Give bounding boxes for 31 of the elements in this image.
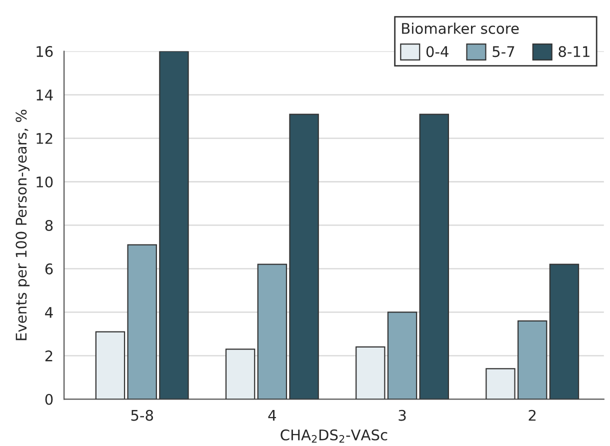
legend-label: 8-11: [558, 46, 590, 58]
bar: [127, 244, 157, 400]
bar: [159, 51, 189, 400]
y-tick-label: 2: [45, 350, 52, 362]
bar: [517, 320, 548, 400]
bar: [257, 264, 288, 400]
y-axis-title: Events per 100 Person-years, %: [16, 110, 30, 340]
y-tick-label: 16: [36, 46, 53, 58]
legend-title: Biomarker score: [402, 22, 519, 34]
bar: [486, 368, 516, 400]
bar: [356, 346, 386, 400]
y-tick-label: 0: [45, 394, 53, 405]
y-tick-label: 12: [36, 132, 52, 144]
bar: [95, 331, 126, 400]
y-tick-label: 14: [36, 90, 53, 100]
bar: [387, 312, 418, 400]
y-tick-label: 10: [36, 176, 53, 188]
y-tick-label: 4: [45, 307, 53, 318]
bar: [289, 114, 319, 400]
x-tick-label: 5-8: [131, 410, 154, 421]
bar: [549, 264, 580, 400]
bar: [419, 114, 450, 400]
legend-label: 5-7: [492, 46, 514, 58]
y-tick-label: 6: [45, 263, 53, 274]
x-axis-title: CHA$_{2}$DS$_{2}$-VASc: [280, 429, 388, 443]
x-tick-label: 4: [268, 410, 276, 421]
x-tick-label: 2: [528, 410, 536, 421]
y-tick-label: 8: [45, 220, 53, 231]
bar: [225, 348, 256, 400]
legend-label: 0-4: [426, 46, 448, 58]
x-tick-label: 3: [398, 410, 406, 421]
